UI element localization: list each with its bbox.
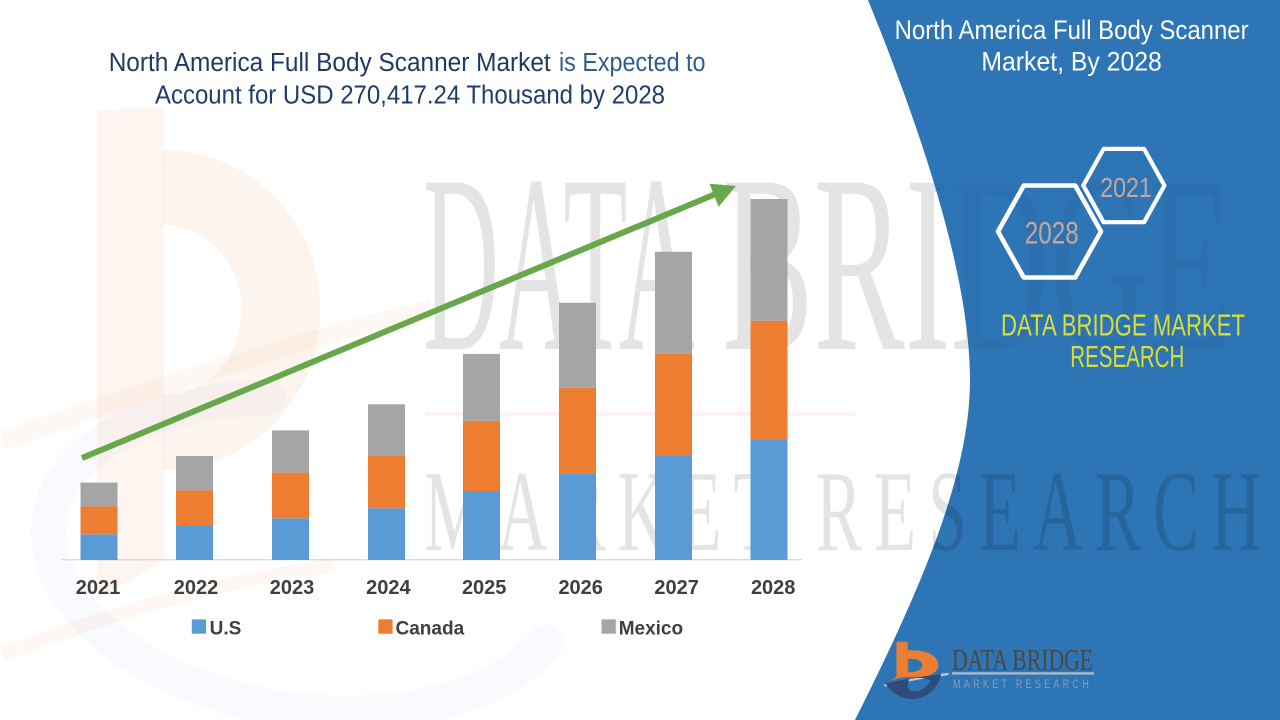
svg-text:2027: 2027	[654, 577, 699, 599]
svg-text:DATA BRIDGE MARKET: DATA BRIDGE MARKET	[1001, 308, 1245, 343]
svg-text:RESEARCH: RESEARCH	[1070, 339, 1184, 374]
svg-text:2021: 2021	[1100, 172, 1152, 203]
svg-text:North America Full Body Scanne: North America Full Body Scanner	[895, 15, 1249, 45]
svg-text:Account for USD 270,417.24 Tho: Account for USD 270,417.24 Thousand by 2…	[155, 82, 665, 110]
svg-text:2025: 2025	[462, 577, 507, 599]
svg-text:2028: 2028	[1025, 214, 1079, 250]
svg-text:2021: 2021	[76, 577, 121, 599]
svg-text:U.S: U.S	[210, 619, 242, 640]
svg-text:2023: 2023	[270, 577, 315, 599]
svg-text:DATA BRIDGE: DATA BRIDGE	[952, 642, 1093, 677]
svg-text:2022: 2022	[174, 577, 219, 599]
svg-text:2024: 2024	[366, 577, 411, 599]
svg-text:Mexico: Mexico	[619, 619, 683, 640]
svg-text:2028: 2028	[751, 577, 796, 599]
svg-text:2026: 2026	[558, 577, 603, 599]
svg-text:is Expected to: is Expected to	[559, 49, 706, 77]
svg-text:MARKET RESEARCH: MARKET RESEARCH	[953, 679, 1092, 691]
svg-text:Market, By 2028: Market, By 2028	[981, 47, 1161, 77]
svg-text:North America Full Body Scanne: North America Full Body Scanner Market	[109, 49, 551, 77]
svg-text:Canada: Canada	[396, 619, 465, 640]
